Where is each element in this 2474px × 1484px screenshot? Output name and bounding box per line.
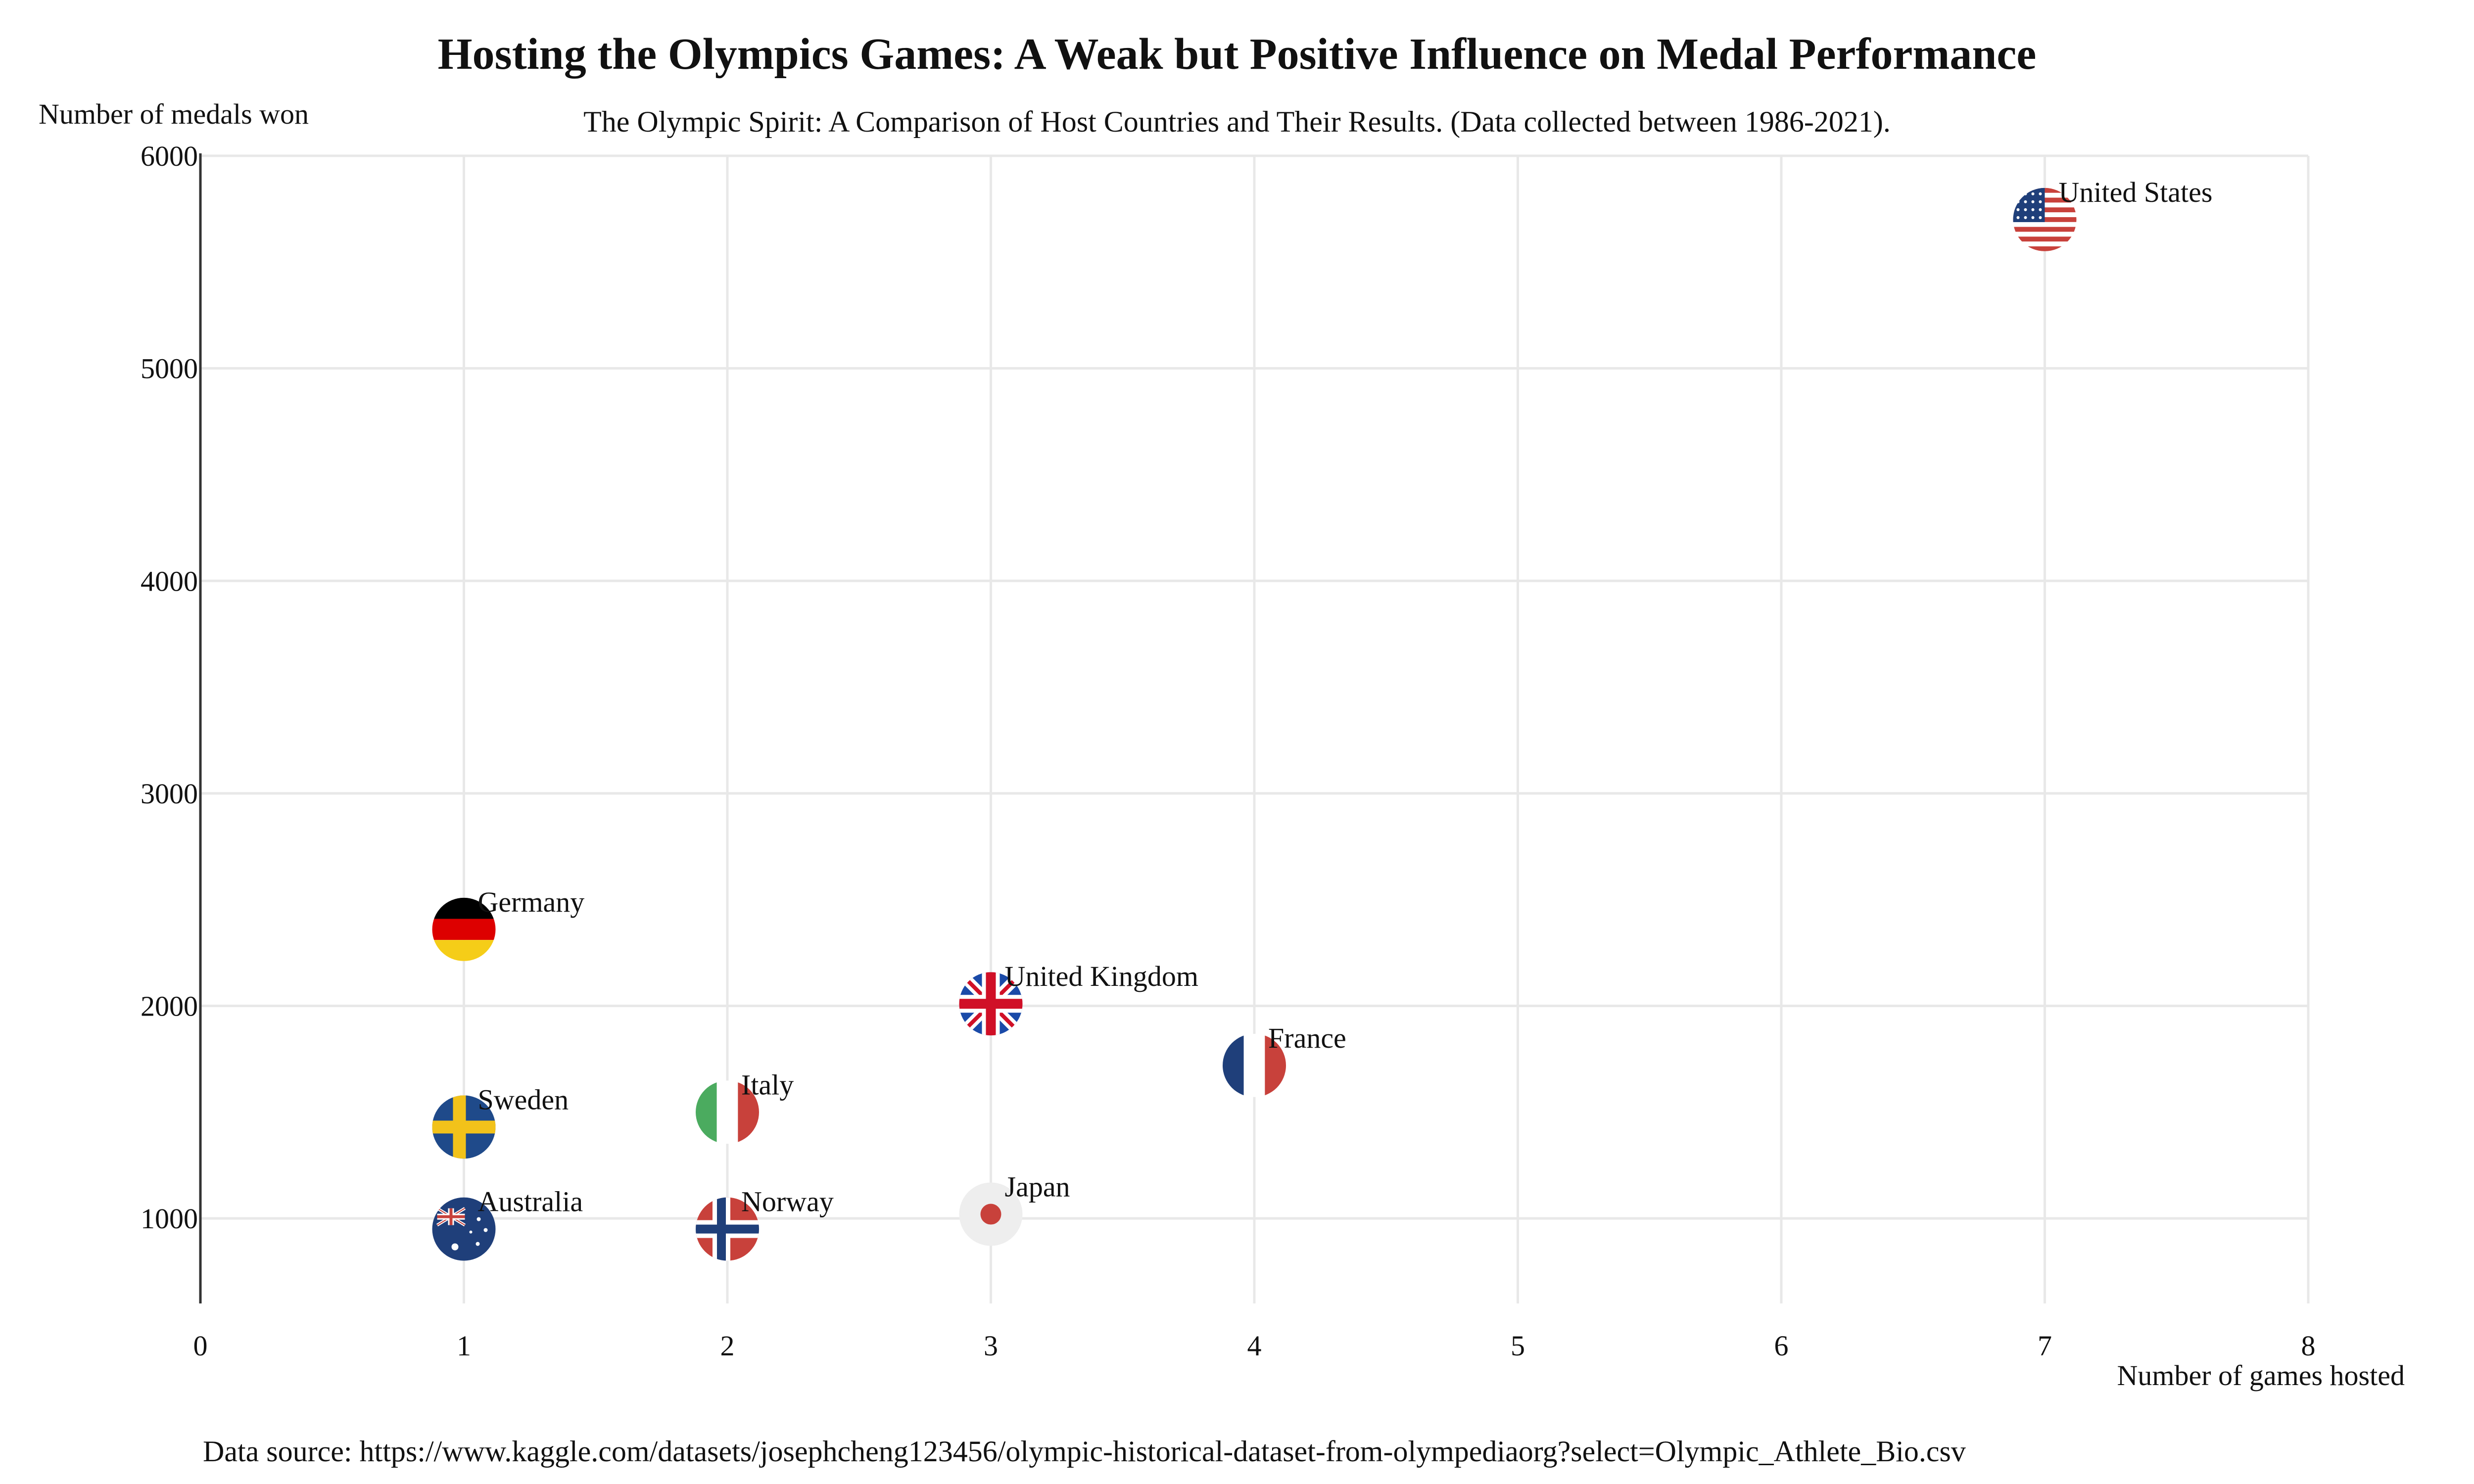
grid-lines <box>200 154 2310 1303</box>
x-tick-label: 2 <box>720 1330 735 1362</box>
flag-marker-japan <box>959 1182 1023 1246</box>
x-axis-label: Number of games hosted <box>2117 1359 2405 1391</box>
y-tick-label: 1000 <box>141 1203 198 1235</box>
chart-title: Hosting the Olympics Games: A Weak but P… <box>437 30 2037 79</box>
point-label: Sweden <box>478 1083 569 1115</box>
flag-marker-united-states <box>2013 187 2077 251</box>
x-tick-label: 6 <box>1774 1330 1789 1362</box>
y-tick-label: 2000 <box>141 990 198 1022</box>
flag-marker-norway <box>696 1197 759 1261</box>
data-source-note: Data source: https://www.kaggle.com/data… <box>203 1435 1966 1468</box>
point-label: France <box>1268 1022 1346 1054</box>
x-tick-label: 4 <box>1247 1330 1262 1362</box>
x-tick-label: 3 <box>984 1330 998 1362</box>
flag-marker-australia <box>432 1197 496 1261</box>
point-label: Italy <box>741 1068 794 1101</box>
data-points: United States Germany United Kingdom France… <box>432 176 2213 1261</box>
y-tick-label: 4000 <box>141 565 198 597</box>
point-label: United Kingdom <box>1005 960 1198 992</box>
flag-marker-sweden <box>432 1095 496 1159</box>
y-tick-label: 6000 <box>141 140 198 172</box>
x-tick-label: 1 <box>457 1330 471 1362</box>
point-label: Germany <box>478 886 585 918</box>
point-label: Australia <box>478 1186 583 1218</box>
x-tick-label: 5 <box>1511 1330 1525 1362</box>
flag-marker-united-kingdom <box>959 972 1023 1036</box>
chart-subtitle: The Olympic Spirit: A Comparison of Host… <box>583 105 1891 138</box>
x-tick-label: 8 <box>2301 1330 2316 1362</box>
flag-marker-france <box>1223 1033 1286 1097</box>
point-label: United States <box>2059 176 2213 208</box>
point-label: Norway <box>741 1186 834 1218</box>
x-tick-label: 7 <box>2038 1330 2052 1362</box>
tick-labels: 0 1 2 3 4 5 6 7 8 1000 2000 3000 4000 5000 6000 <box>141 140 2316 1362</box>
point-label: Japan <box>1005 1171 1070 1203</box>
y-tick-label: 3000 <box>141 778 198 810</box>
x-tick-label: 0 <box>193 1330 208 1362</box>
y-tick-label: 5000 <box>141 353 198 385</box>
y-axis-label: Number of medals won <box>39 98 309 130</box>
flag-marker-italy <box>696 1080 759 1144</box>
